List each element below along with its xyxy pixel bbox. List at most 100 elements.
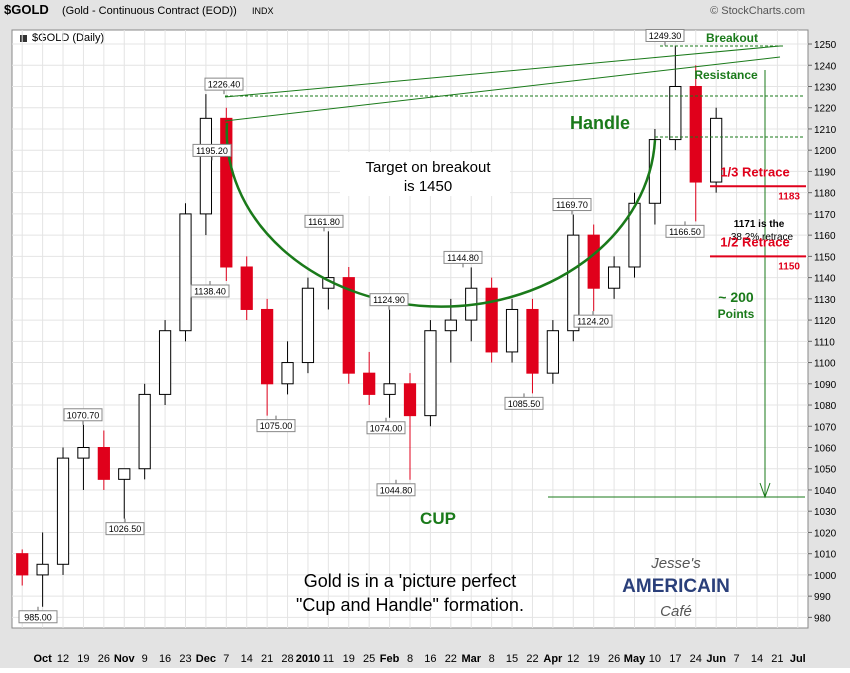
points-note: Points [718, 307, 755, 321]
price-label-box [192, 143, 232, 157]
price-label-box [573, 314, 613, 328]
x-tick-label: 9 [142, 653, 148, 665]
grid: 980 990 1000 1010 1020 1030 1040 1050 1060 1070 10… [12, 30, 837, 665]
candle-body [607, 266, 621, 289]
x-tick-label: 17 [669, 653, 681, 665]
candle-body [261, 308, 274, 385]
y-tick-label: 1180 [814, 189, 836, 200]
caption: "Cup and Handle" formation. [296, 595, 524, 615]
breakout-line [224, 45, 781, 98]
candle-body [220, 117, 233, 268]
x-tick-label: 19 [77, 653, 89, 665]
x-tick-label: 25 [363, 653, 375, 665]
price-label: 1026.50 [109, 524, 142, 534]
retrace-name: 1/3 Retrace [720, 164, 789, 179]
retrace-name: 1/2 Retrace [720, 234, 789, 249]
x-tick-label: May [624, 653, 646, 665]
x-tick-label: 8 [407, 653, 413, 665]
x-tick-label: 14 [241, 653, 253, 665]
candle-body [36, 563, 49, 576]
y-tick-label: 1130 [814, 295, 836, 306]
price-label: 1075.00 [260, 421, 293, 431]
x-tick-label: 16 [159, 653, 171, 665]
y-tick-label: 1000 [814, 571, 837, 582]
symbol: $GOLD [4, 2, 49, 17]
candle-body [628, 202, 641, 268]
credit: © StockCharts.com [710, 5, 805, 17]
candle-body [363, 372, 376, 395]
candle-body [546, 330, 559, 374]
candle-body [179, 213, 192, 332]
price-label: 1166.50 [669, 227, 701, 237]
candle-body [138, 393, 151, 470]
note-box [340, 152, 510, 196]
y-tick-label: 1250 [814, 40, 837, 51]
logo-text: Café [660, 603, 692, 620]
x-tick-label: 23 [179, 653, 191, 665]
x-tick-label: 11 [323, 653, 334, 665]
price-label-box [645, 29, 685, 43]
price-label-box [190, 284, 230, 298]
x-tick-label: Dec [196, 653, 216, 665]
candle-body [158, 330, 172, 395]
x-tick-label: Mar [461, 653, 481, 665]
x-tick-label: 10 [649, 653, 661, 665]
x-tick-label: 12 [57, 653, 69, 665]
price-label: 1144.80 [447, 253, 479, 263]
price-label: 1161.80 [308, 217, 340, 227]
exchange: INDX [252, 6, 274, 16]
retrace-value: 1150 [778, 261, 800, 272]
x-tick-label: 21 [261, 653, 273, 665]
x-tick-label: 19 [588, 653, 600, 665]
y-tick-label: 1230 [814, 82, 837, 93]
y-tick-label: 1110 [814, 337, 835, 348]
overlays [224, 45, 805, 499]
x-tick-label: 14 [751, 653, 763, 665]
candle-body [710, 117, 723, 183]
x-tick-label: 16 [424, 653, 436, 665]
price-label-box [366, 421, 406, 435]
y-tick-label: 1140 [814, 274, 836, 285]
logo-text: AMERICAIN [622, 576, 730, 597]
y-tick-label: 1080 [814, 401, 837, 412]
chart-title: (Gold - Continuous Contract (EOD)) [62, 5, 237, 17]
points-note: ~ 200 [718, 289, 754, 305]
candle-body [342, 277, 355, 374]
cup-curve [225, 122, 657, 308]
handle-label: Handle [570, 113, 630, 133]
price-label: 1070.70 [67, 410, 100, 420]
price-label-box [504, 396, 544, 410]
legend-swatch [20, 35, 27, 42]
price-label-box [105, 522, 145, 536]
price-label: 1249.30 [649, 31, 682, 41]
resistance-line [224, 56, 781, 122]
candle-body [526, 308, 539, 374]
y-tick-label: 1040 [814, 486, 837, 497]
x-tick-label: 26 [608, 653, 620, 665]
x-tick-label: Apr [543, 653, 563, 665]
candle-body [199, 117, 213, 215]
x-tick-label: 22 [526, 653, 538, 665]
candle-body [118, 468, 131, 480]
y-tick-label: 1150 [814, 252, 836, 263]
x-tick-label: Jun [706, 653, 726, 665]
price-label-box [63, 408, 103, 422]
annotations: Target on breakout is 1450 Handle CUP Br… [18, 29, 806, 624]
breakout-label: Breakout [706, 31, 758, 45]
x-tick-label: 8 [489, 653, 495, 665]
candle-body [485, 287, 498, 353]
candle-body [424, 330, 437, 417]
price-label: 985.00 [24, 612, 52, 622]
candle-body [240, 266, 253, 310]
price-label-box [665, 224, 705, 238]
candle-body [567, 234, 580, 332]
price-label: 1195.20 [196, 146, 228, 156]
y-tick-label: 1010 [814, 550, 837, 561]
y-tick-label: 1200 [814, 146, 837, 157]
price-label: 1074.00 [370, 423, 403, 433]
x-tick-label: Feb [380, 653, 400, 665]
price-label-box [18, 610, 58, 624]
logo-text: Jesse's [650, 555, 701, 572]
caption: Gold is in a 'picture perfect [304, 571, 517, 591]
